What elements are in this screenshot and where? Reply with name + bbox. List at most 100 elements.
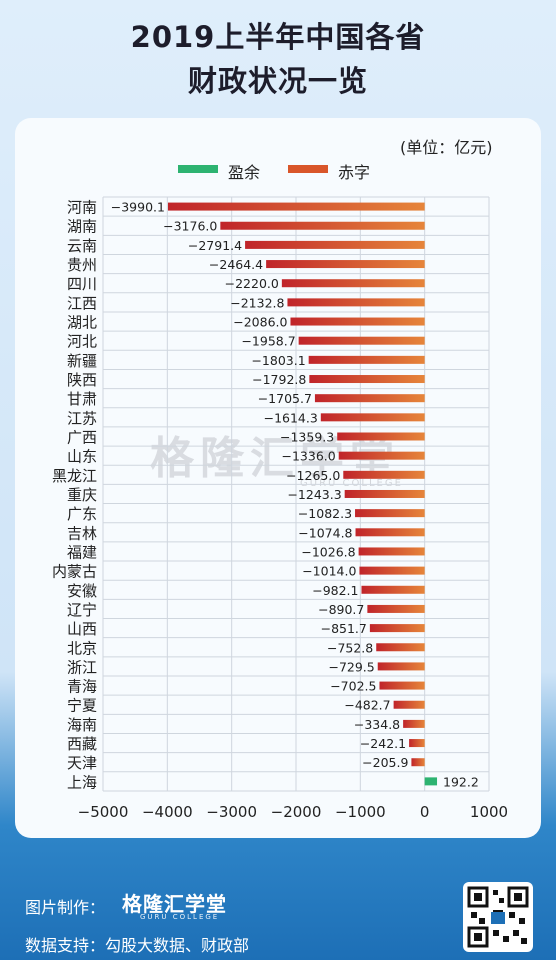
category-label: 海南 (67, 716, 97, 734)
category-label: 安徽 (67, 582, 97, 600)
data-source: 数据支持：勾股大数据、财政部 (25, 936, 250, 955)
bar (409, 739, 425, 748)
data-label: −1958.7 (241, 334, 295, 349)
data-label: −1705.7 (258, 391, 312, 406)
bar (355, 528, 425, 537)
category-label: 贵州 (67, 256, 97, 274)
x-tick-label: −5000 (78, 803, 129, 821)
legend-surplus-label: 盈余 (228, 163, 261, 182)
category-label: 新疆 (67, 352, 97, 370)
category-label: 黑龙江 (52, 467, 97, 485)
bar (411, 758, 425, 767)
category-label: 四川 (67, 275, 97, 293)
bar (403, 719, 425, 728)
bar (220, 221, 425, 230)
bar (338, 451, 425, 460)
x-tick-label: −2000 (271, 803, 322, 821)
category-label: 上海 (67, 773, 97, 791)
data-label: −2086.0 (233, 315, 287, 330)
data-label: −702.5 (330, 679, 376, 694)
category-label: 青海 (67, 678, 97, 696)
category-label: 山东 (67, 448, 97, 466)
bar (298, 336, 425, 345)
bar (287, 298, 425, 307)
category-label: 山西 (67, 620, 97, 638)
bar (424, 777, 438, 786)
x-tick-label: −3000 (206, 803, 257, 821)
x-tick-label: 1000 (470, 803, 508, 821)
chart-title-line2: 财政状况一览 (187, 64, 368, 98)
category-label: 甘肃 (67, 390, 97, 408)
label-layer: 河南 −3990.1 湖南 −3176.0 云南 −2791.4 贵州 −2464.4 四川 −2… (52, 199, 508, 821)
data-label: −1265.0 (286, 468, 340, 483)
data-label: −1336.0 (281, 449, 335, 464)
category-label: 河北 (67, 333, 97, 351)
data-label: −1614.3 (264, 410, 318, 425)
bar (167, 202, 425, 211)
bar (367, 604, 425, 613)
data-label: −729.5 (328, 659, 374, 674)
category-label: 河南 (67, 199, 97, 217)
bar (266, 260, 425, 269)
data-label: −1082.3 (298, 506, 352, 521)
data-label: −1803.1 (251, 353, 305, 368)
bar (376, 643, 425, 652)
data-label: −752.8 (327, 640, 373, 655)
data-label: −851.7 (321, 621, 367, 636)
legend-surplus-swatch (178, 165, 218, 173)
watermark-sub: GURU COLLEGE (300, 478, 403, 489)
category-label: 广东 (67, 505, 97, 523)
bar (308, 355, 425, 364)
bar (281, 279, 425, 288)
x-tick-label: −1000 (335, 803, 386, 821)
data-label: −3990.1 (111, 200, 165, 215)
category-label: 内蒙古 (52, 563, 97, 581)
bar (379, 681, 425, 690)
legend-deficit-swatch (288, 165, 328, 173)
category-label: 吉林 (67, 524, 97, 542)
credit-label: 图片制作： (25, 898, 106, 917)
bar (369, 624, 425, 633)
category-label: 福建 (67, 543, 97, 561)
category-label: 陕西 (67, 371, 97, 389)
category-label: 北京 (67, 639, 97, 657)
data-label: 192.2 (443, 774, 479, 789)
bar-layer (167, 202, 438, 786)
x-tick-label: 0 (420, 803, 430, 821)
category-label: 湖南 (67, 218, 97, 236)
category-label: 江西 (67, 294, 97, 312)
data-label: −482.7 (344, 698, 390, 713)
bar (355, 509, 425, 518)
data-label: −334.8 (354, 717, 400, 732)
category-label: 天津 (67, 754, 97, 772)
bar (309, 375, 425, 384)
chart-title-line1: 2019上半年中国各省 (130, 20, 426, 54)
category-label: 辽宁 (67, 601, 97, 619)
data-label: −2464.4 (209, 257, 263, 272)
data-label: −242.1 (360, 736, 406, 751)
category-label: 广西 (67, 429, 97, 447)
category-label: 江苏 (67, 409, 97, 427)
credit-logo: 格隆汇学堂 (122, 892, 227, 916)
data-label: −1074.8 (298, 525, 352, 540)
x-tick-label: −4000 (142, 803, 193, 821)
data-label: −3176.0 (163, 219, 217, 234)
bar (359, 566, 425, 575)
category-label: 宁夏 (67, 697, 97, 715)
data-label: −1243.3 (287, 487, 341, 502)
data-label: −2132.8 (230, 295, 284, 310)
qr-code (463, 882, 533, 952)
data-label: −1026.8 (301, 544, 355, 559)
data-label: −2791.4 (188, 238, 242, 253)
category-label: 浙江 (67, 658, 97, 676)
bar (358, 547, 425, 556)
data-label: −1359.3 (280, 430, 334, 445)
legend-deficit-label: 赤字 (338, 163, 371, 182)
category-label: 西藏 (67, 735, 97, 753)
bar (343, 470, 425, 479)
data-label: −890.7 (318, 602, 364, 617)
data-label: −1014.0 (302, 564, 356, 579)
category-label: 云南 (67, 237, 97, 255)
grid-layer (102, 196, 490, 792)
